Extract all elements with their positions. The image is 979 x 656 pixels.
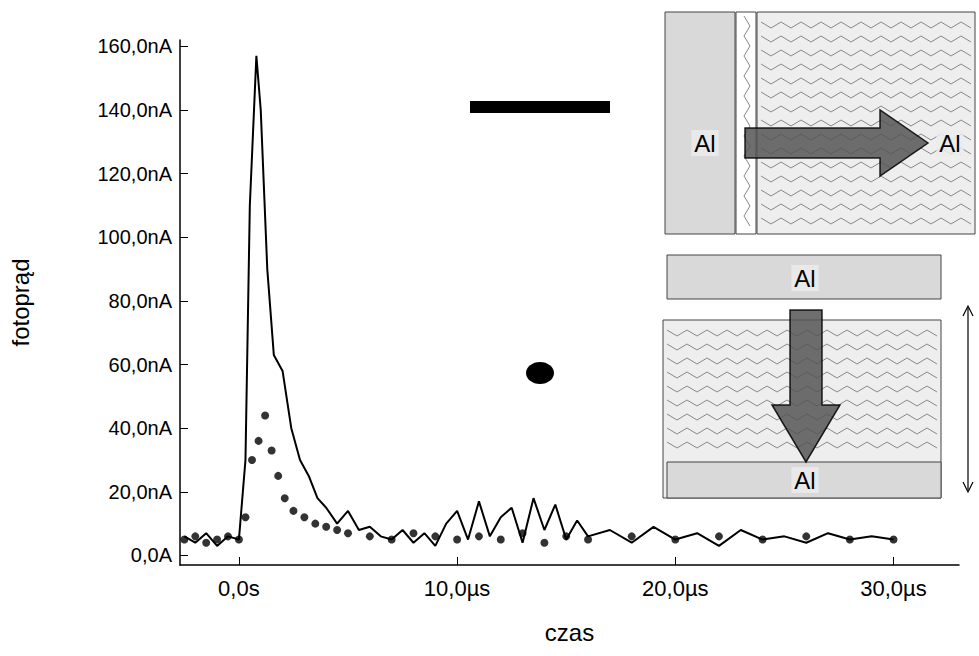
svg-text:Al: Al [794, 265, 815, 292]
svg-text:Al: Al [939, 130, 960, 157]
svg-text:Al: Al [794, 467, 815, 494]
svg-text:10,0µs: 10,0µs [424, 576, 491, 601]
svg-text:fotoprąd: fotoprąd [7, 258, 34, 346]
svg-text:100,0nA: 100,0nA [97, 226, 172, 248]
svg-text:120,0nA: 120,0nA [97, 163, 172, 185]
svg-text:80,0nA: 80,0nA [109, 290, 173, 312]
svg-text:20,0µs: 20,0µs [642, 576, 709, 601]
svg-text:Al: Al [694, 130, 715, 157]
svg-text:40,0nA: 40,0nA [109, 417, 173, 439]
svg-text:0,0s: 0,0s [218, 576, 260, 601]
svg-text:0,0A: 0,0A [131, 544, 173, 566]
svg-text:20,0nA: 20,0nA [109, 481, 173, 503]
svg-text:140,0nA: 140,0nA [97, 99, 172, 121]
svg-text:60,0nA: 60,0nA [109, 354, 173, 376]
svg-text:160,0nA: 160,0nA [97, 35, 172, 57]
svg-text:czas: czas [545, 619, 594, 646]
svg-text:30,0µs: 30,0µs [860, 576, 927, 601]
